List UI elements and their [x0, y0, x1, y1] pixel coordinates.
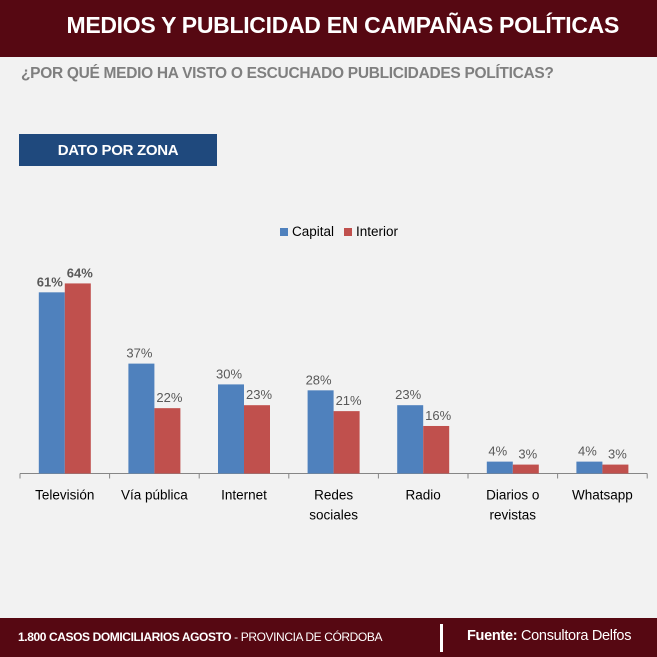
x-tick-label: Redes: [314, 488, 353, 503]
data-label-interior: 3%: [608, 447, 627, 462]
x-tick-label: Televisión: [35, 488, 94, 503]
data-label-interior: 64%: [67, 265, 93, 280]
source-info: Fuente: Consultora Delfos: [467, 628, 631, 644]
legend-label-interior: Interior: [356, 224, 399, 239]
x-tick-label: Internet: [221, 488, 267, 503]
bar-interior: [64, 283, 91, 474]
bar-interior: [154, 408, 181, 474]
x-tick-label: Vía pública: [121, 488, 188, 503]
sample-size: 1.800 CASOS DOMICILIARIOS AGOSTO: [18, 630, 232, 644]
data-label-capital: 4%: [578, 444, 597, 459]
data-label-capital: 4%: [488, 444, 507, 459]
bar-capital: [576, 461, 603, 474]
bar-capital: [128, 363, 155, 474]
legend-swatch-interior: [344, 227, 353, 236]
x-tick-label: revistas: [490, 508, 537, 523]
header-bar: MEDIOS Y PUBLICIDAD EN CAMPAÑAS POLÍTICA…: [0, 0, 657, 57]
source-value: Consultora Delfos: [517, 628, 632, 644]
sample-region: - PROVINCIA DE CÓRDOBA: [231, 630, 383, 644]
bar-interior: [244, 405, 270, 474]
sample-info: 1.800 CASOS DOMICILIARIOS AGOSTO - PROVI…: [18, 630, 382, 644]
data-label-capital: 23%: [395, 387, 421, 402]
bar-interior: [333, 411, 360, 474]
footer-divider: [440, 624, 443, 652]
x-tick-label: sociales: [309, 508, 358, 523]
legend-item-capital: Capital: [280, 224, 334, 239]
bar-capital: [307, 390, 334, 474]
zone-badge: DATO POR ZONA: [19, 134, 217, 166]
bar-capital: [397, 405, 424, 474]
chart-legend: Capital Interior: [280, 224, 408, 239]
bar-capital: [218, 384, 244, 474]
x-tick-label: Radio: [406, 488, 441, 503]
survey-question: ¿POR QUÉ MEDIO HA VISTO O ESCUCHADO PUBL…: [21, 65, 554, 82]
footer-bar: 1.800 CASOS DOMICILIARIOS AGOSTO - PROVI…: [0, 618, 657, 657]
data-label-interior: 16%: [425, 408, 451, 423]
bar-capital: [38, 292, 65, 474]
data-label-interior: 21%: [336, 393, 362, 408]
x-tick-label: Diarios o: [486, 488, 539, 503]
data-label-interior: 23%: [246, 387, 272, 402]
bar-interior: [423, 425, 450, 474]
data-label-interior: 3%: [518, 447, 537, 462]
data-label-capital: 30%: [216, 366, 242, 381]
data-label-interior: 22%: [156, 390, 182, 405]
legend-item-interior: Interior: [344, 224, 398, 239]
x-tick-label: Whatsapp: [572, 488, 633, 503]
source-label: Fuente:: [467, 628, 518, 644]
legend-swatch-capital: [280, 227, 288, 236]
data-label-capital: 28%: [306, 372, 332, 387]
data-label-capital: 61%: [37, 274, 63, 289]
page-title: MEDIOS Y PUBLICIDAD EN CAMPAÑAS POLÍTICA…: [66, 12, 619, 38]
bar-chart: 61% 64% Televisión 37% 22% Vía pública 30% 23% I…: [19, 265, 648, 523]
bar-interior: [602, 464, 629, 474]
data-label-capital: 37%: [126, 346, 152, 361]
bar-capital: [486, 461, 513, 474]
legend-label-capital: Capital: [292, 224, 335, 239]
bar-interior: [512, 464, 539, 474]
